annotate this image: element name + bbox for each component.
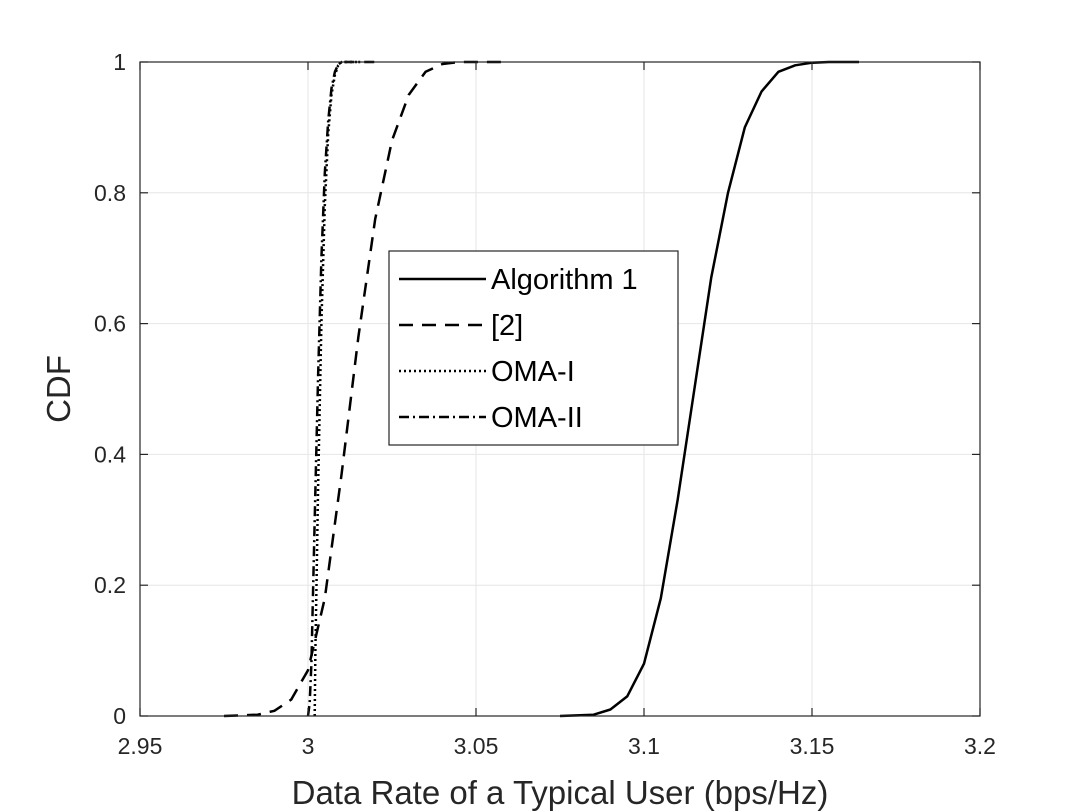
y-tick-label: 0.6 — [94, 311, 126, 337]
tick-labels: 2.95 3 3.05 3.1 3.15 3.2 0 0.2 0.4 0.6 0.8 1 — [94, 49, 996, 759]
y-tick-label: 1 — [113, 49, 126, 75]
series-line-algorithm-1 — [559, 60, 859, 718]
x-tick-label: 3.1 — [628, 733, 660, 759]
y-tick-label: 0.8 — [94, 180, 126, 206]
series-line-oma-ii — [306, 60, 376, 717]
x-tick-label: 2.95 — [118, 733, 163, 759]
series-line-oma-i — [313, 60, 359, 717]
legend: Algorithm 1 [2] OMA-I OMA-II — [388, 250, 679, 446]
x-tick-label: 3.2 — [964, 733, 996, 759]
x-tick-label: 3.15 — [790, 733, 835, 759]
legend-label: [2] — [491, 310, 523, 342]
y-axis-label: CDF — [40, 355, 77, 423]
y-tick-label: 0 — [113, 703, 126, 729]
y-tick-label: 0.4 — [94, 441, 126, 467]
series-line-2 — [223, 60, 510, 718]
axes-box — [139, 61, 981, 717]
y-tick-label: 0.2 — [94, 572, 126, 598]
legend-box — [388, 250, 679, 446]
axes-layer — [139, 61, 981, 717]
x-axis-label: Data Rate of a Typical User (bps/Hz) — [292, 774, 829, 811]
legend-label: Algorithm 1 — [491, 264, 638, 296]
x-tick-label: 3 — [302, 733, 315, 759]
x-tick-label: 3.05 — [454, 733, 499, 759]
legend-label: OMA-I — [491, 356, 575, 388]
legend-label: OMA-II — [491, 402, 583, 434]
